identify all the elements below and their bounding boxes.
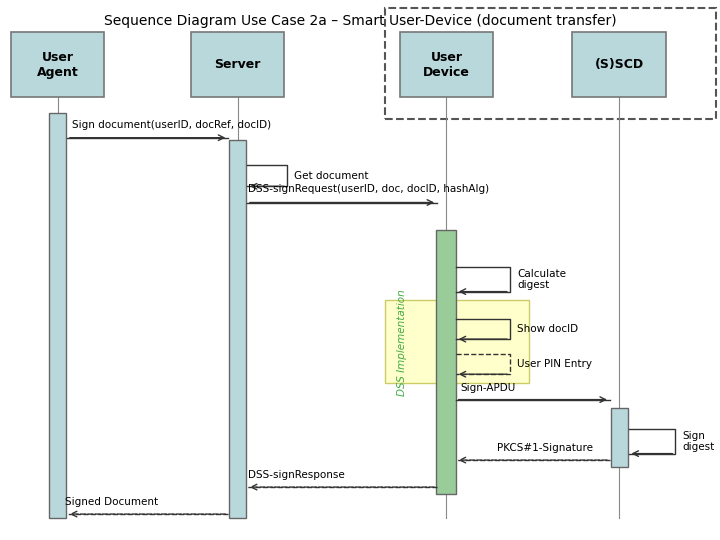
Text: User
Device: User Device (423, 51, 470, 79)
Text: Signed Document: Signed Document (65, 497, 158, 507)
Text: (S)SCD: (S)SCD (595, 58, 644, 71)
Text: DSS-signResponse: DSS-signResponse (248, 470, 345, 480)
Text: Sign
digest: Sign digest (683, 431, 715, 453)
Bar (385, 8, 716, 119)
Text: Sign-APDU: Sign-APDU (461, 382, 516, 393)
Bar (611, 408, 628, 467)
Bar (229, 140, 246, 518)
Bar (400, 32, 493, 97)
Bar (11, 32, 104, 97)
Bar (385, 300, 529, 383)
Bar (436, 230, 456, 494)
Text: Show docID: Show docID (517, 324, 578, 334)
Bar (49, 113, 66, 518)
Text: Sequence Diagram Use Case 2a – Smart User-Device (document transfer): Sequence Diagram Use Case 2a – Smart Use… (104, 14, 616, 28)
Text: User PIN Entry: User PIN Entry (517, 359, 592, 369)
Text: DSS Implementation: DSS Implementation (397, 289, 407, 396)
Text: User
Agent: User Agent (37, 51, 78, 79)
Bar (572, 32, 666, 97)
Text: Sign document(userID, docRef, docID): Sign document(userID, docRef, docID) (72, 119, 271, 130)
Bar (191, 32, 284, 97)
Text: DSS-signRequest(userID, doc, docID, hashAlg): DSS-signRequest(userID, doc, docID, hash… (248, 184, 490, 194)
Text: PKCS#1-Signature: PKCS#1-Signature (497, 443, 593, 453)
Text: Server: Server (215, 58, 261, 71)
Text: Calculate
digest: Calculate digest (517, 268, 566, 291)
Text: Get document: Get document (294, 171, 368, 180)
